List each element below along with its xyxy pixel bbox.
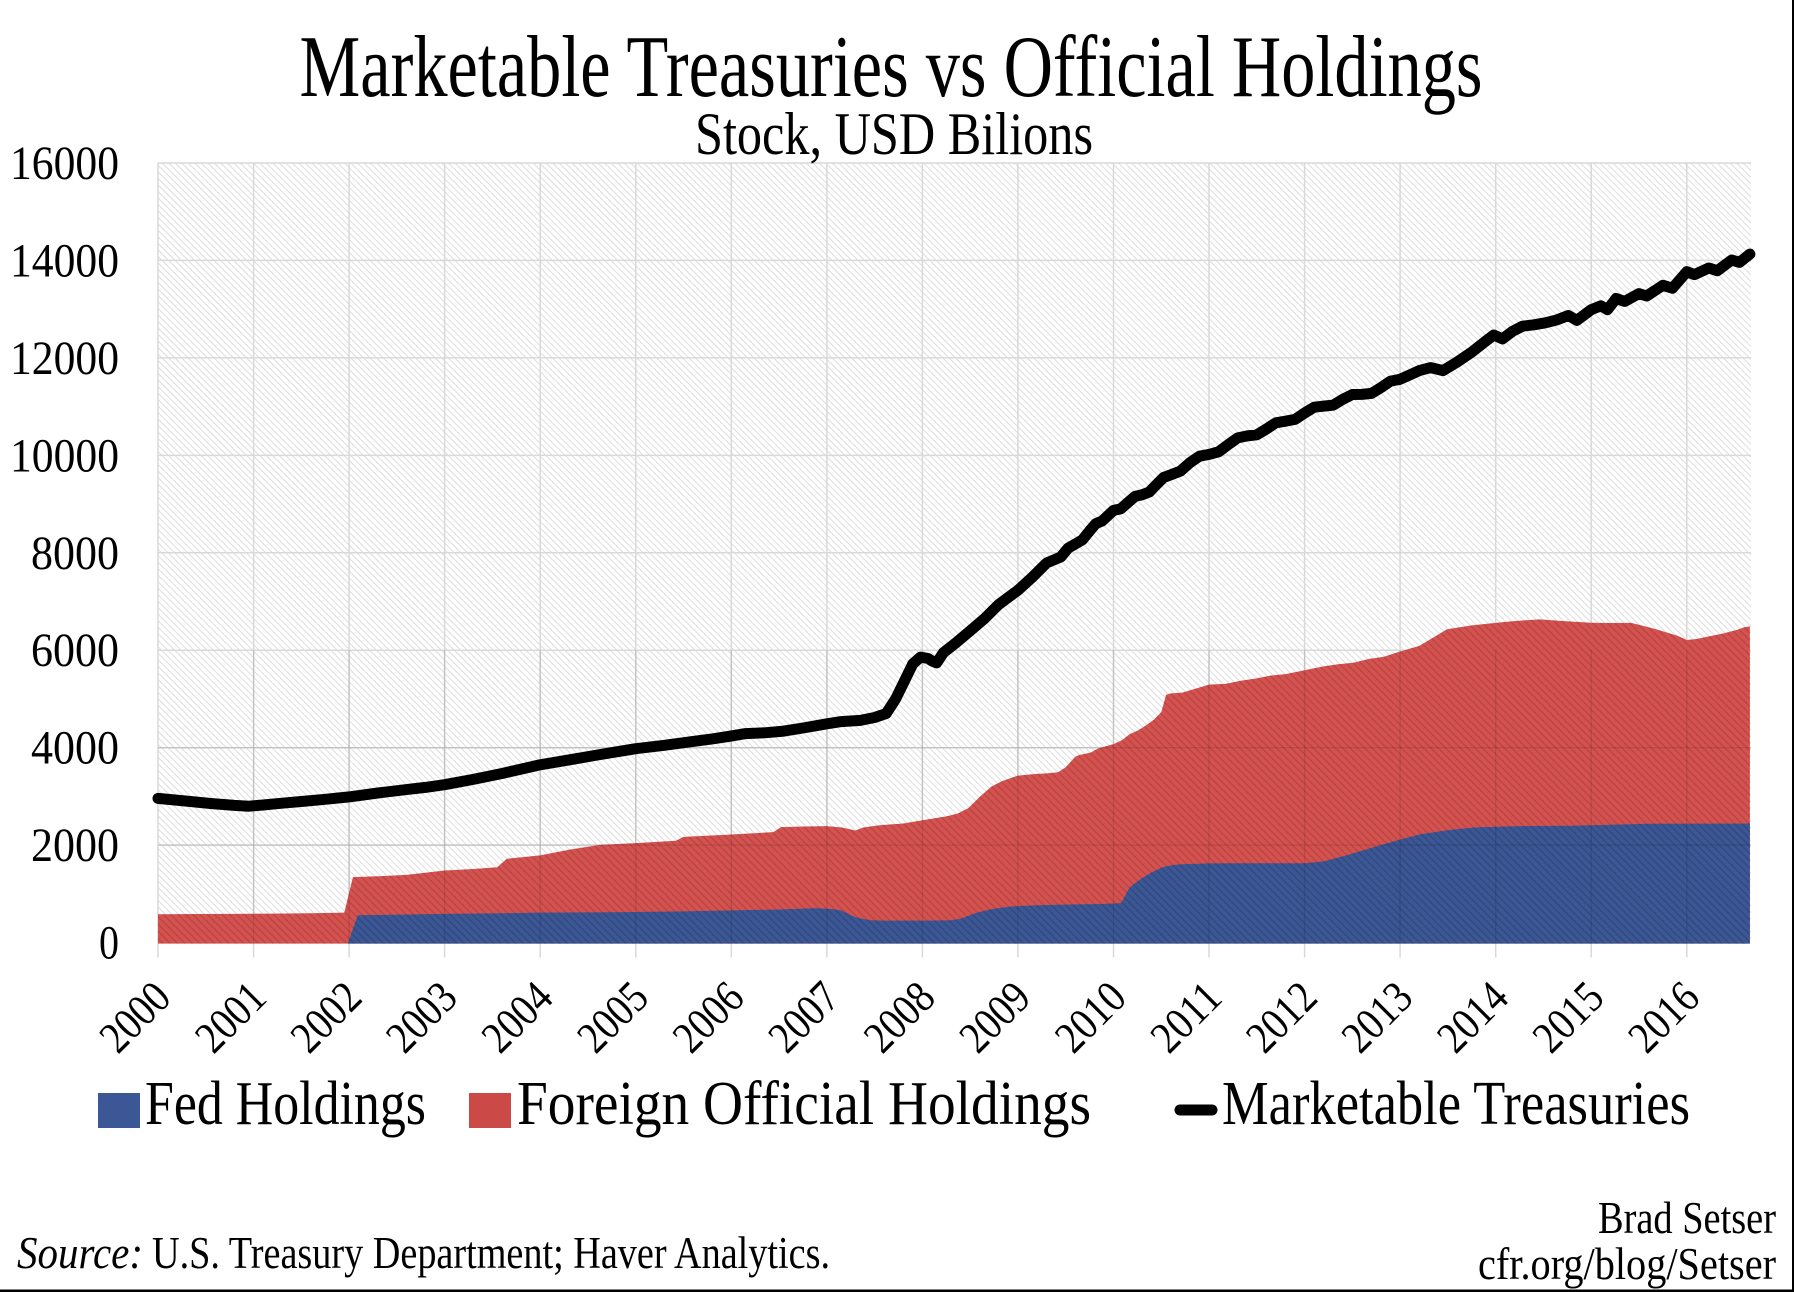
svg-text:16000: 16000	[10, 137, 119, 190]
svg-text:cfr.org/blog/Setser: cfr.org/blog/Setser	[1478, 1239, 1776, 1289]
svg-text:10000: 10000	[10, 429, 119, 482]
svg-text:12000: 12000	[10, 332, 119, 385]
svg-text:2000: 2000	[31, 819, 119, 872]
svg-text:6000: 6000	[31, 624, 119, 677]
svg-text:0: 0	[99, 917, 119, 970]
svg-text:Brad Setser: Brad Setser	[1598, 1193, 1776, 1243]
svg-text:Marketable Treasuries vs Offic: Marketable Treasuries vs Official Holdin…	[300, 19, 1483, 116]
svg-text:8000: 8000	[31, 527, 119, 580]
svg-text:Stock, USD Bilions: Stock, USD Bilions	[695, 101, 1093, 167]
svg-text:Source:: Source:	[17, 1228, 143, 1278]
svg-text:Fed Holdings: Fed Holdings	[145, 1070, 426, 1138]
svg-text:14000: 14000	[10, 234, 119, 287]
svg-text:Foreign Official Holdings: Foreign Official Holdings	[517, 1070, 1091, 1138]
svg-text:U.S. Treasury Department; Have: U.S. Treasury Department; Haver Analytic…	[152, 1228, 830, 1278]
svg-text:4000: 4000	[31, 722, 119, 775]
svg-text:Marketable Treasuries: Marketable Treasuries	[1222, 1070, 1690, 1138]
